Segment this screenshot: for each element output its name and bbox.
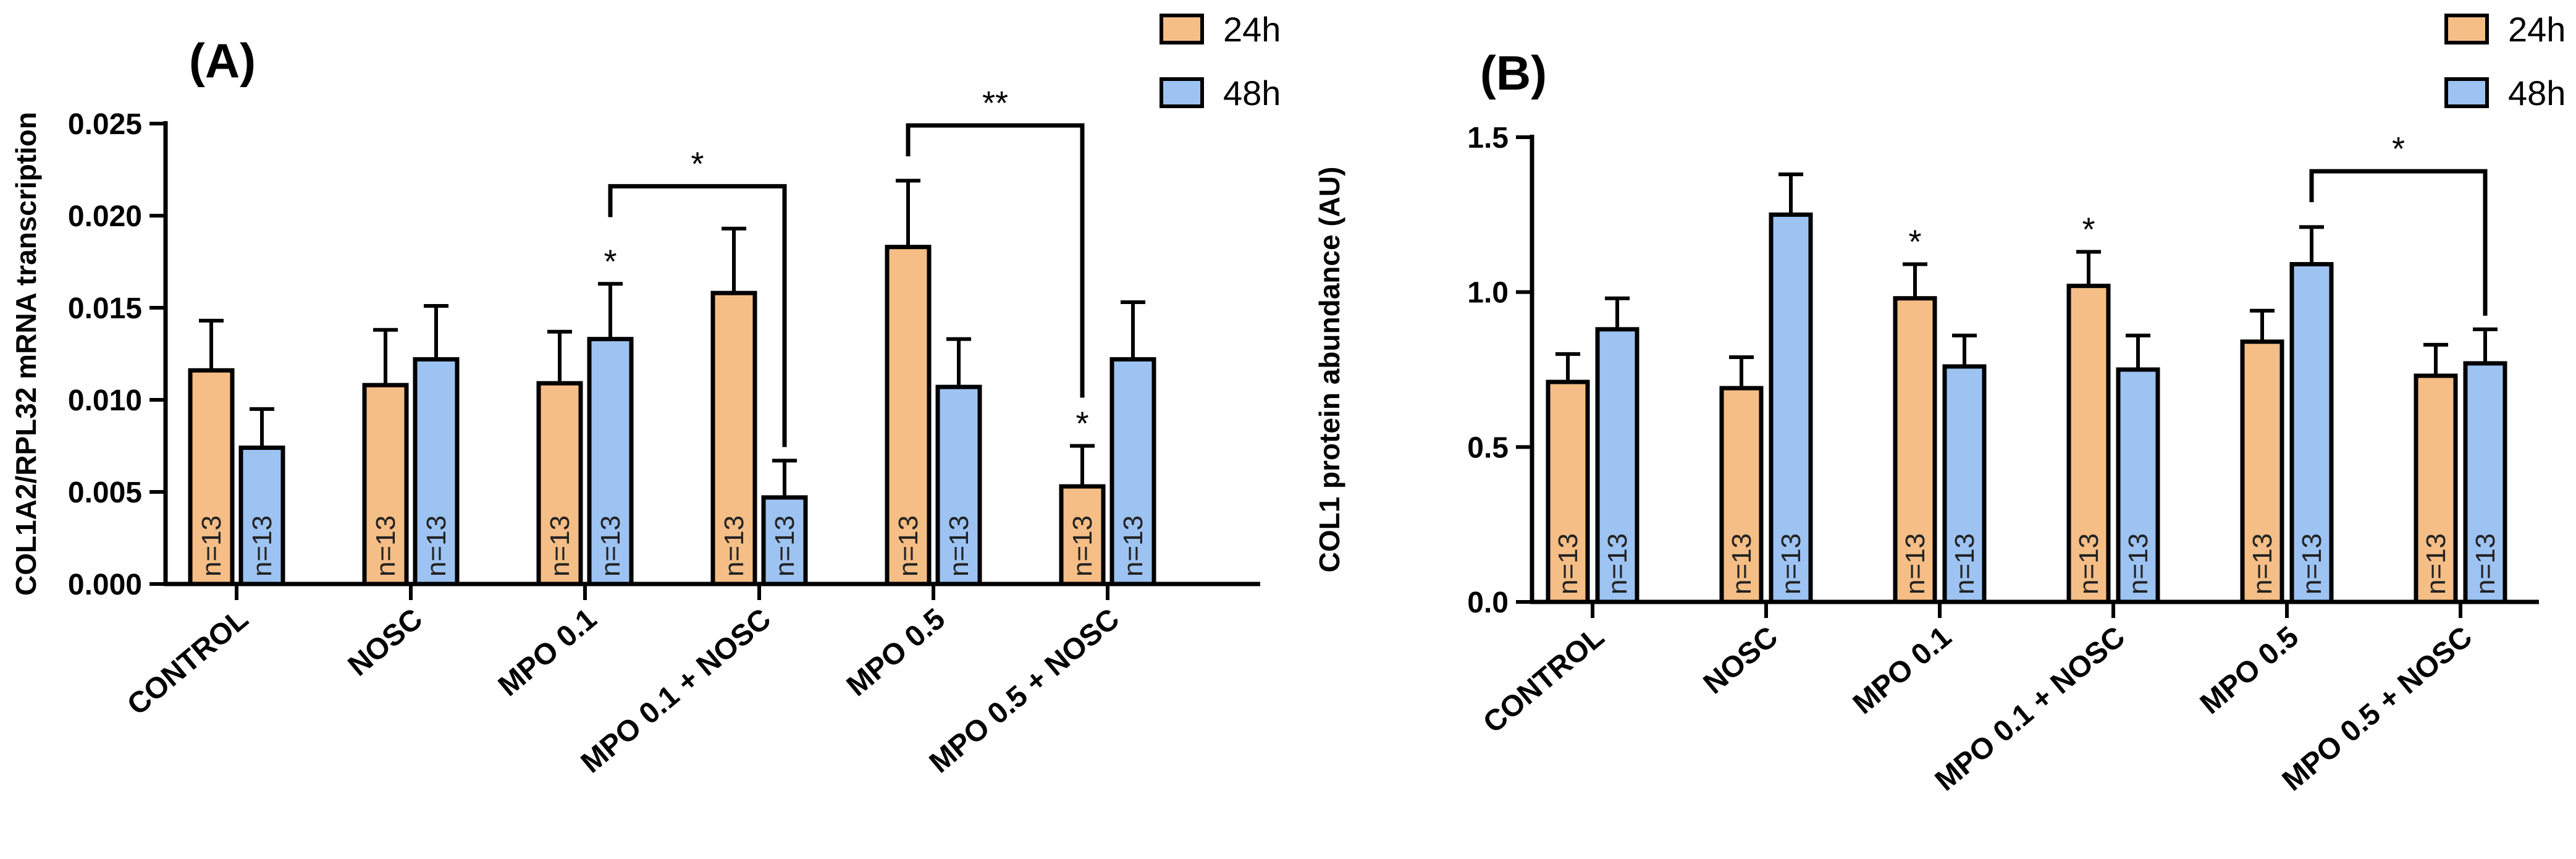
n-label: n=13: [2247, 533, 2278, 595]
bracket-star: *: [2392, 130, 2405, 167]
n-label: n=13: [1067, 515, 1098, 577]
bar-24h: [188, 368, 235, 586]
bar-24h: [362, 383, 409, 586]
bar-24h: [1719, 386, 1764, 604]
y-tick-label: 0.015: [68, 292, 142, 325]
bar-24h: [1893, 296, 1937, 604]
x-category-label: MPO 0.5 + NOSC: [924, 603, 1126, 780]
x-category-label: MPO 0.5: [2194, 620, 2305, 721]
y-tick-label: 0.010: [68, 384, 142, 417]
n-label: n=13: [719, 515, 749, 577]
bar-48h: [413, 357, 460, 586]
n-label: n=13: [421, 515, 452, 577]
bar-24h: [2066, 284, 2111, 604]
bar-24h: [2414, 373, 2458, 604]
bracket-star: **: [982, 85, 1008, 122]
legend-label: 48h: [2508, 74, 2565, 112]
bar-48h: [1595, 327, 1639, 604]
y-tick-label: 0.025: [68, 108, 142, 141]
n-label: n=13: [770, 515, 800, 577]
bar-48h: [587, 337, 634, 586]
bar-48h: [2289, 262, 2334, 604]
bar-48h: [1109, 357, 1156, 586]
panel-a: (A) COL1A2/RPL32 mRNA transcription 0.000 0…: [10, 10, 1281, 779]
legend-swatch-48h: [2444, 77, 2489, 108]
x-category-label: NOSC: [1698, 620, 1784, 701]
y-tick-label: 1.5: [1467, 122, 1509, 154]
legend-label: 48h: [1223, 74, 1281, 112]
bar-24h: [885, 245, 932, 586]
legend-label: 24h: [1223, 10, 1281, 49]
bar-24h: [2240, 339, 2284, 604]
panel-label: (B): [1480, 46, 1547, 100]
n-label: n=13: [2123, 533, 2153, 595]
legend-swatch-48h: [1160, 77, 1204, 108]
legend-swatch-24h: [2444, 14, 2489, 44]
x-category-label: MPO 0.5 + NOSC: [2276, 620, 2478, 798]
bar-48h: [1769, 212, 1813, 604]
n-label: n=13: [1950, 533, 1980, 595]
n-label: n=13: [1602, 533, 1633, 595]
bar-48h: [1942, 364, 1987, 604]
significance-bracket: [2309, 169, 2488, 316]
significance-star: *: [604, 243, 617, 280]
x-category-label: MPO 0.1 + NOSC: [575, 603, 777, 780]
n-label: n=13: [371, 515, 401, 577]
bar-24h: [1546, 379, 1590, 604]
y-axis-title: COL1A2/RPL32 mRNA transcription: [10, 112, 42, 596]
bar-48h: [2116, 367, 2160, 604]
bar-48h: [238, 445, 285, 586]
significance-star: *: [1075, 405, 1088, 442]
x-category-label: MPO 0.1: [1847, 620, 1958, 721]
n-label: n=13: [1727, 533, 1757, 595]
n-label: n=13: [1553, 533, 1583, 595]
y-tick-label: 0.5: [1467, 431, 1509, 464]
y-axis-title: COL1 protein abundance (AU): [1313, 167, 1345, 573]
n-label: n=13: [1900, 533, 1930, 595]
legend-swatch-24h: [1160, 14, 1204, 44]
y-tick-label: 0.0: [1467, 586, 1509, 619]
n-label: n=13: [944, 515, 974, 577]
x-category-label: MPO 0.1: [492, 603, 603, 703]
significance-star: *: [2082, 211, 2095, 248]
bar-24h: [710, 290, 757, 586]
significance-star: *: [1908, 224, 1921, 261]
x-category-label: NOSC: [342, 603, 429, 683]
y-tick-label: 0.000: [68, 569, 142, 601]
n-label: n=13: [545, 515, 575, 577]
n-label: n=13: [247, 515, 277, 577]
panel-label: (A): [189, 33, 256, 88]
x-category-label: CONTROL: [1477, 620, 1610, 740]
bar-24h: [536, 381, 583, 586]
bar-48h: [935, 384, 982, 586]
n-label: n=13: [596, 515, 626, 577]
n-label: n=13: [893, 515, 924, 577]
x-category-label: MPO 0.1 + NOSC: [1929, 620, 2131, 798]
n-label: n=13: [196, 515, 227, 577]
significance-bracket: [906, 123, 1085, 398]
n-label: n=13: [1776, 533, 1806, 595]
significance-bracket: [608, 184, 787, 447]
n-label: n=13: [2297, 533, 2327, 595]
n-label: n=13: [2470, 533, 2501, 595]
legend-label: 24h: [2508, 10, 2565, 49]
bar-48h: [2463, 361, 2507, 604]
x-category-label: CONTROL: [121, 603, 255, 722]
x-category-label: MPO 0.5: [841, 603, 951, 703]
n-label: n=13: [1118, 515, 1148, 577]
y-tick-label: 0.005: [68, 476, 142, 509]
bar-48h: [761, 495, 808, 586]
y-tick-label: 0.020: [68, 200, 142, 233]
bar-24h: [1059, 484, 1106, 586]
y-tick-label: 1.0: [1467, 277, 1509, 310]
n-label: n=13: [2074, 533, 2104, 595]
panel-b: (B) COL1 protein abundance (AU) 0.0 0.5 1.0 1…: [1313, 10, 2565, 797]
n-label: n=13: [2421, 533, 2451, 595]
bracket-star: *: [691, 145, 704, 182]
